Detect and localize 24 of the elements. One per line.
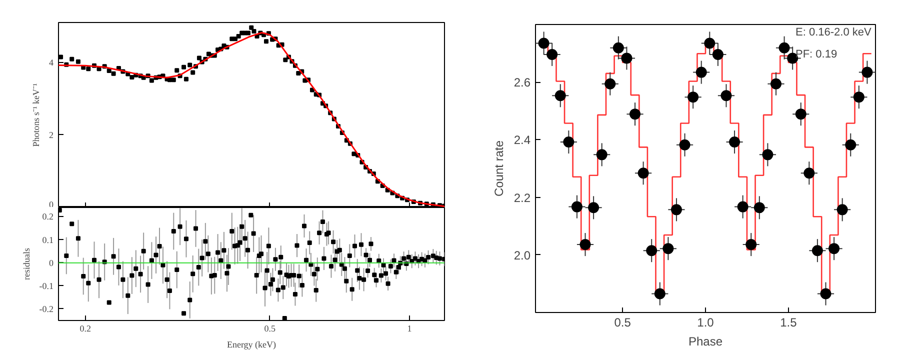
y-axis-title: Count rate [492,140,506,197]
y-tick-label: 2.0 [514,248,531,262]
y-tick-label: -0.2 [39,304,54,314]
x-axis-title: Energy (keV) [226,340,276,350]
annotation: PF: 0.19 [796,48,838,60]
y-tick-label: 0 [49,258,54,268]
x-axis-title: Phase [688,334,723,348]
y-tick-label: 4 [49,57,54,68]
y-axis-title: Photons s⁻¹ keV⁻¹ [31,83,41,147]
y-tick-label: 0.1 [42,234,54,245]
x-tick-label: 0.5 [614,316,632,330]
y-tick-label: 2.2 [514,190,531,205]
y-tick-label: 2 [49,130,54,140]
x-tick-label: 0.2 [80,324,92,334]
y-tick-label: -0.1 [39,280,54,291]
y-tick-label: 2.4 [514,133,531,148]
x-tick-label: 1.0 [697,316,714,330]
y-tick-label: 2.6 [514,76,531,90]
x-tick-label: 1 [407,324,412,334]
annotation: E: 0.16-2.0 keV [796,26,872,38]
x-tick-label: 1.5 [780,316,798,330]
x-tick-label: 0.5 [264,324,276,334]
y-axis-title: residuals [21,248,32,280]
y-tick-label: 0.2 [42,212,54,222]
